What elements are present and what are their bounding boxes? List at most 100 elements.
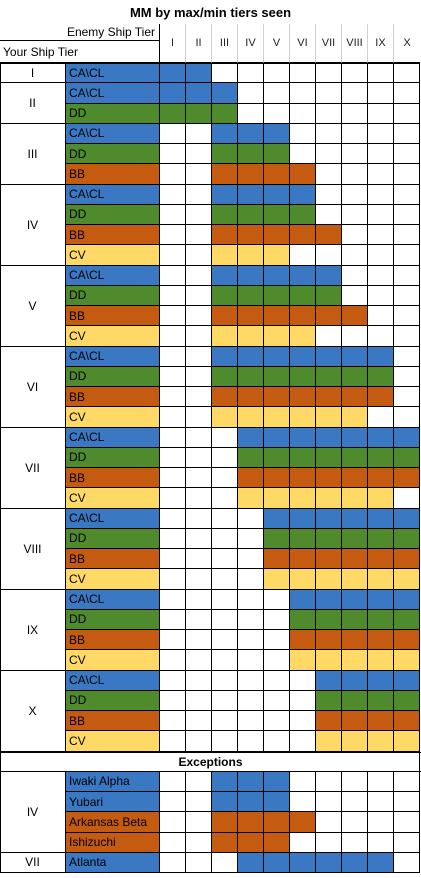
tier-cell — [264, 771, 290, 792]
tier-cell — [368, 204, 394, 225]
tier-cell — [212, 387, 238, 408]
tier-cell — [212, 184, 238, 205]
tier-cell — [186, 144, 212, 165]
tier-cell — [186, 569, 212, 590]
tier-cell — [212, 792, 238, 813]
tier-cell — [212, 306, 238, 327]
tier-cell — [186, 306, 212, 327]
tier-cell — [186, 711, 212, 732]
tier-cell — [186, 265, 212, 286]
tier-cell — [238, 204, 264, 225]
tier-cell — [368, 711, 394, 732]
tier-cell — [186, 488, 212, 509]
tier-cell — [238, 184, 264, 205]
tier-cell — [264, 690, 290, 711]
tier-cell — [264, 225, 290, 246]
tier-cell — [368, 366, 394, 387]
tier-cell — [238, 366, 264, 387]
ship-class-label: CV — [66, 245, 160, 266]
tier-cell — [290, 326, 316, 347]
tier-cell — [316, 832, 342, 853]
tier-cell — [316, 711, 342, 732]
tier-cell — [290, 852, 316, 873]
tier-cell — [186, 184, 212, 205]
tier-cell — [316, 468, 342, 489]
tier-cell — [160, 812, 186, 833]
tier-cell — [238, 123, 264, 144]
tier-cell — [238, 285, 264, 306]
tier-column-header: X — [394, 24, 420, 63]
tier-cell — [394, 346, 420, 367]
tier-cell — [160, 771, 186, 792]
tier-cell — [368, 346, 394, 367]
tier-cell — [290, 609, 316, 630]
tier-cell — [186, 427, 212, 448]
tier-cell — [290, 306, 316, 327]
tier-cell — [342, 366, 368, 387]
tier-cell — [290, 204, 316, 225]
tier-cell — [212, 427, 238, 448]
tier-cell — [160, 265, 186, 286]
tier-cell — [212, 265, 238, 286]
tier-cell — [368, 83, 394, 104]
tier-cell — [368, 225, 394, 246]
tier-column-header: I — [160, 24, 186, 63]
tier-cell — [212, 245, 238, 266]
your-tier-label: V — [0, 265, 66, 347]
tier-cell — [264, 407, 290, 428]
tier-cell — [264, 326, 290, 347]
tier-cell — [394, 589, 420, 610]
tier-cell — [368, 771, 394, 792]
tier-cell — [186, 63, 212, 84]
tier-cell — [342, 832, 368, 853]
tier-cell — [160, 387, 186, 408]
tier-cell — [264, 812, 290, 833]
tier-cell — [186, 407, 212, 428]
tier-cell — [342, 285, 368, 306]
tier-cell — [212, 468, 238, 489]
tier-cell — [394, 63, 420, 84]
tier-cell — [264, 103, 290, 124]
tier-cell — [316, 285, 342, 306]
tier-cell — [316, 812, 342, 833]
your-tier-label: IV — [0, 184, 66, 266]
tier-cell — [186, 123, 212, 144]
tier-cell — [368, 447, 394, 468]
tier-cell — [342, 204, 368, 225]
tier-cell — [394, 306, 420, 327]
tier-cell — [290, 630, 316, 651]
ship-class-label: CV — [66, 650, 160, 671]
tier-cell — [394, 832, 420, 853]
tier-cell — [264, 63, 290, 84]
tier-cell — [264, 366, 290, 387]
tier-cell — [342, 549, 368, 570]
tier-cell — [394, 731, 420, 752]
tier-cell — [264, 265, 290, 286]
tier-cell — [290, 123, 316, 144]
tier-cell — [342, 609, 368, 630]
tier-cell — [342, 852, 368, 873]
tier-cell — [342, 265, 368, 286]
tier-cell — [394, 225, 420, 246]
tier-cell — [394, 447, 420, 468]
tier-cell — [290, 488, 316, 509]
ship-class-label: DD — [66, 366, 160, 387]
tier-cell — [238, 792, 264, 813]
tier-cell — [238, 103, 264, 124]
tier-cell — [264, 123, 290, 144]
tier-cell — [212, 569, 238, 590]
tier-cell — [342, 346, 368, 367]
tier-cell — [160, 306, 186, 327]
tier-cell — [368, 407, 394, 428]
tier-cell — [238, 245, 264, 266]
ship-class-label: BB — [66, 306, 160, 327]
tier-cell — [394, 285, 420, 306]
tier-cell — [368, 549, 394, 570]
ship-class-label: BB — [66, 711, 160, 732]
tier-cell — [342, 326, 368, 347]
tier-cell — [264, 711, 290, 732]
tier-cell — [290, 447, 316, 468]
tier-cell — [212, 225, 238, 246]
tier-cell — [290, 407, 316, 428]
tier-cell — [290, 569, 316, 590]
